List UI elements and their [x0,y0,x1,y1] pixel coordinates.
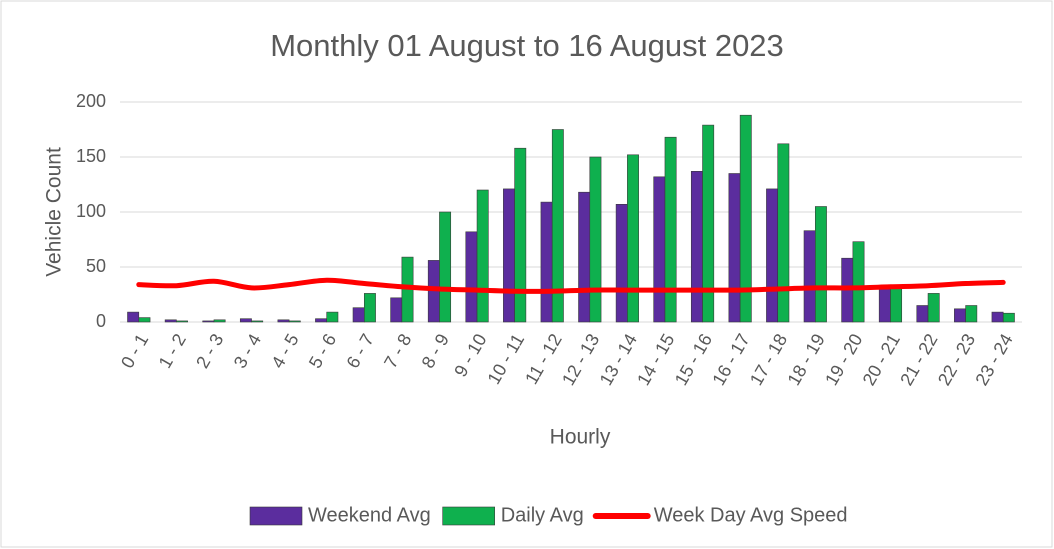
legend-label: Week Day Avg Speed [654,504,848,526]
bar [627,154,639,323]
y-tick-label: 100 [76,201,106,221]
bar [514,147,527,323]
bar [213,319,226,323]
bar [540,201,553,323]
legend: Weekend Avg Daily Avg Week Day Avg Speed [249,504,848,526]
bar [653,176,666,323]
bar [927,293,940,323]
bar [615,204,628,323]
bar [239,318,252,323]
marks [127,114,1015,323]
line [136,277,1006,294]
x-axis-label: Hourly [550,426,611,449]
bar [465,231,478,323]
legend-swatch [249,506,303,526]
bar [127,311,140,323]
bar [176,320,188,323]
legend-label: Daily Avg [501,504,584,526]
bar [315,318,328,323]
bar [852,241,865,323]
bar [578,191,591,323]
y-tick-label: 150 [76,146,106,166]
y-tick-label: 200 [76,91,106,111]
bar [814,206,827,323]
legend-swatch [442,506,495,526]
bar [439,211,452,323]
bar [589,156,602,323]
bar [390,297,403,323]
bar [890,287,903,323]
bar [551,129,564,323]
y-axis-label: Vehicle Count [43,147,66,277]
bar [251,320,264,323]
bar [288,320,301,323]
bar [916,305,929,323]
bar [803,230,816,323]
bar [202,320,215,323]
legend-label: Weekend Avg [308,504,431,526]
y-tick-label: 50 [86,256,106,276]
bar [664,136,677,323]
bar [991,311,1004,323]
bar [766,188,779,323]
bar [739,114,752,323]
bar [326,311,339,323]
bar [777,143,790,323]
y-tick-label: 0 [96,311,106,331]
bar [728,173,741,323]
bar [352,307,365,323]
chart-title: Monthly 01 August to 16 August 2023 [270,28,784,63]
bar [690,171,703,323]
bar [164,319,177,323]
bar [1002,312,1015,323]
bar [954,308,966,323]
bar [138,317,151,323]
bar [965,305,978,323]
bar [277,319,290,323]
bar [702,124,715,323]
bar [363,293,376,323]
bar [503,188,515,323]
bar [476,189,489,323]
bar [878,288,891,323]
